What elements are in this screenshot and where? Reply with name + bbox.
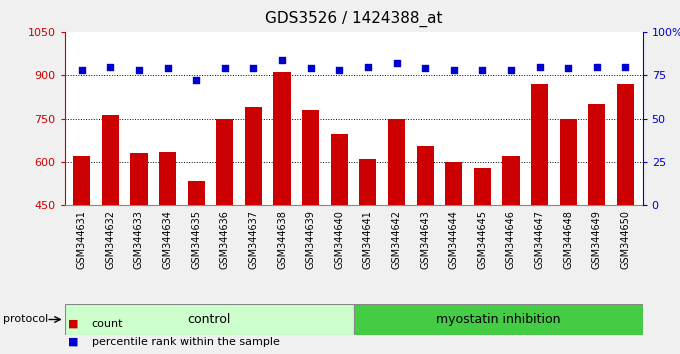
Bar (73, 156, 90, 205)
Point (448, 67, 459, 73)
Point (105, 64, 116, 69)
Bar (354, 304, 643, 335)
Text: count: count (92, 319, 123, 329)
Bar (131, 153, 148, 205)
Bar (388, 119, 405, 205)
Text: GSM344638: GSM344638 (277, 210, 287, 269)
Point (563, 65, 574, 71)
Text: GSM344631: GSM344631 (77, 210, 87, 269)
Bar (216, 119, 233, 205)
Bar (617, 84, 634, 205)
Bar (531, 84, 548, 205)
Text: GSM344641: GSM344641 (363, 210, 373, 269)
Point (477, 67, 488, 73)
Point (76, 67, 87, 73)
Point (420, 65, 430, 71)
Text: GSM344636: GSM344636 (220, 210, 230, 269)
Text: GSM344648: GSM344648 (563, 210, 573, 269)
Point (534, 64, 545, 69)
Bar (273, 72, 290, 205)
Bar (159, 152, 176, 205)
Text: GSM344635: GSM344635 (191, 210, 201, 269)
Text: GSM344632: GSM344632 (105, 210, 116, 269)
Text: GSM344644: GSM344644 (449, 210, 459, 269)
Text: GSM344645: GSM344645 (477, 210, 488, 269)
Text: ■: ■ (68, 337, 78, 347)
Text: GSM344646: GSM344646 (506, 210, 516, 269)
Point (334, 67, 345, 73)
Text: GSM344637: GSM344637 (248, 210, 258, 269)
Point (305, 65, 316, 71)
Text: protocol: protocol (3, 314, 49, 325)
Point (191, 78, 202, 83)
Bar (359, 159, 377, 205)
Text: GSM344639: GSM344639 (306, 210, 316, 269)
Bar (65, 304, 354, 335)
Text: GSM344650: GSM344650 (620, 210, 630, 269)
Text: GSM344649: GSM344649 (592, 210, 602, 269)
Text: GSM344633: GSM344633 (134, 210, 144, 269)
Bar (417, 146, 434, 205)
Bar (302, 110, 320, 205)
Text: GSM344643: GSM344643 (420, 210, 430, 269)
Text: GSM344640: GSM344640 (335, 210, 344, 269)
Text: percentile rank within the sample: percentile rank within the sample (92, 337, 279, 347)
Point (592, 64, 602, 69)
Bar (445, 162, 462, 205)
Bar (560, 119, 577, 205)
Text: GSM344647: GSM344647 (534, 210, 545, 269)
Point (505, 67, 516, 73)
Text: GSM344642: GSM344642 (392, 210, 401, 269)
Point (133, 67, 144, 73)
Bar (245, 107, 262, 205)
Point (277, 57, 288, 62)
Point (620, 64, 631, 69)
Point (162, 65, 173, 71)
Text: control: control (188, 313, 231, 326)
Point (220, 65, 231, 71)
Point (248, 65, 259, 71)
Bar (330, 135, 348, 205)
Text: GSM344634: GSM344634 (163, 210, 173, 269)
Bar (588, 104, 605, 205)
Bar (102, 115, 119, 205)
Text: ■: ■ (68, 319, 78, 329)
Bar (188, 181, 205, 205)
Text: myostatin inhibition: myostatin inhibition (436, 313, 560, 326)
Point (391, 60, 402, 66)
Point (362, 64, 373, 69)
Bar (503, 156, 520, 205)
Bar (474, 168, 491, 205)
Text: GDS3526 / 1424388_at: GDS3526 / 1424388_at (265, 11, 443, 27)
